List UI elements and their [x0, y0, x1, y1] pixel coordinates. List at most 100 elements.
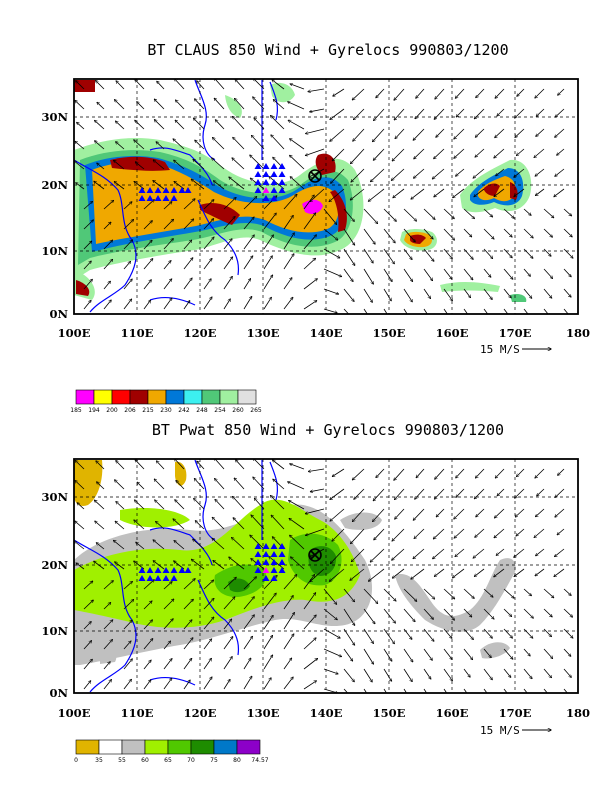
bottom-xtick-130E: 130E — [247, 706, 280, 720]
top-colorbar-swatch — [219, 389, 239, 405]
wind-vector — [291, 557, 305, 570]
wind-vector — [154, 479, 165, 490]
wind-vector — [454, 148, 465, 158]
wind-vector — [103, 581, 113, 590]
wind-vector — [103, 603, 111, 610]
wind-vector — [343, 608, 355, 625]
wind-vector — [543, 668, 552, 678]
wind-vector — [251, 135, 265, 150]
wind-vector — [96, 81, 105, 90]
wind-vector — [303, 659, 318, 670]
wind-vector — [395, 508, 405, 519]
wind-vector — [503, 628, 512, 638]
wind-vector — [497, 108, 505, 116]
wind-vector — [392, 568, 405, 578]
gyreloc-triangle — [278, 163, 286, 169]
bottom-colorbar-label: 0 — [74, 757, 78, 764]
gyreloc-triangle — [254, 187, 262, 193]
gyreloc-triangle — [270, 551, 278, 557]
wind-vector — [123, 220, 134, 230]
wind-vector — [263, 235, 273, 250]
wind-vector — [183, 599, 193, 610]
wind-vector — [263, 297, 271, 310]
wind-vector — [373, 488, 385, 501]
wind-vector — [483, 588, 493, 597]
wind-vector — [343, 248, 355, 265]
gyreloc-triangle — [184, 567, 192, 573]
top-vortex-symbol — [308, 169, 322, 183]
wind-vector — [83, 300, 91, 310]
wind-vector — [75, 481, 85, 490]
wind-vector — [156, 522, 165, 530]
wind-vector — [392, 548, 405, 560]
wind-vector — [383, 268, 392, 282]
wind-vector — [463, 648, 473, 660]
bottom-colorbar-swatch — [75, 739, 100, 755]
wind-vector — [517, 88, 525, 96]
top-colorbar-swatch — [93, 389, 113, 405]
wind-vector — [363, 588, 378, 604]
top-panel: BT CLAUS 850 Wind + Gyrelocs 990803/1200 — [41, 41, 590, 414]
wind-vector — [343, 268, 353, 282]
wind-vector — [563, 208, 572, 216]
wind-vector — [330, 128, 345, 141]
wind-vector — [212, 517, 225, 530]
wind-vector — [263, 275, 273, 290]
wind-vector — [323, 308, 337, 313]
wind-vector — [352, 468, 365, 480]
wind-vector — [235, 99, 245, 110]
wind-vector — [403, 208, 417, 221]
top-xtick-140E: 140E — [310, 326, 343, 340]
gyreloc-triangle — [154, 567, 162, 573]
wind-vector — [416, 468, 425, 478]
wind-vector — [95, 141, 105, 150]
top-colorbar-label: 242 — [178, 407, 190, 414]
wind-vector — [234, 478, 245, 490]
wind-vector — [290, 177, 305, 190]
top-colorbar-label: 265 — [250, 407, 262, 414]
wind-vector — [403, 268, 413, 282]
wind-vector — [163, 298, 172, 310]
wind-vector — [416, 88, 425, 98]
wind-vector — [435, 88, 445, 99]
wind-vector — [463, 288, 471, 298]
wind-vector — [83, 220, 93, 230]
wind-vector — [163, 619, 173, 630]
wind-vector — [283, 254, 294, 270]
bottom-pwat-field — [74, 460, 516, 665]
wind-vector — [263, 256, 272, 270]
wind-vector — [558, 468, 565, 475]
bottom-colorbar-label: 74.57 — [251, 757, 268, 764]
wind-vector — [288, 482, 305, 490]
wind-vector — [483, 228, 494, 239]
gyreloc-triangle — [278, 559, 286, 565]
wind-vector — [253, 97, 265, 110]
wind-vector — [271, 135, 285, 150]
wind-vector — [308, 468, 325, 472]
wind-vector — [474, 108, 485, 119]
wind-vector — [543, 648, 553, 659]
wind-vector — [495, 88, 505, 98]
wind-vector — [303, 279, 317, 290]
bottom-ytick-20N: 20N — [41, 558, 68, 572]
wind-vector — [114, 160, 125, 170]
wind-vector — [543, 608, 552, 617]
wind-vector — [343, 668, 354, 682]
wind-vector — [115, 100, 125, 110]
gyreloc-triangle — [262, 575, 270, 581]
wind-vector — [423, 688, 428, 693]
gyreloc-triangle — [262, 559, 270, 565]
wind-vector — [474, 188, 485, 197]
wind-vector — [232, 538, 245, 550]
wind-vector — [163, 239, 173, 250]
top-map-frame — [73, 78, 579, 315]
wind-vector — [116, 461, 125, 470]
wind-vector — [463, 308, 469, 314]
top-xtick-130E: 130E — [247, 326, 280, 340]
wind-vector — [143, 200, 154, 210]
wind-vector — [373, 128, 385, 142]
wind-vector — [97, 102, 105, 110]
bottom-xtick-150E: 150E — [373, 706, 406, 720]
wind-vector — [554, 188, 565, 197]
wind-vector — [343, 688, 349, 693]
